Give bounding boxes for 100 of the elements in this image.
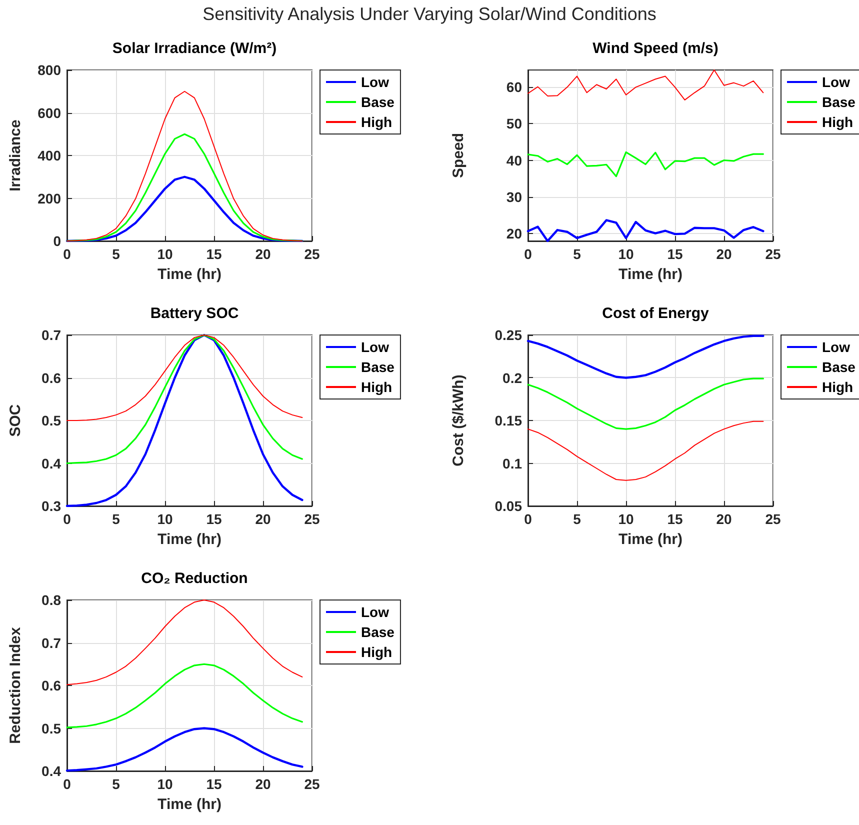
y-tick-label: 0.8 (42, 592, 62, 608)
y-tick-label: 600 (38, 104, 62, 121)
legend-label: Low (822, 74, 850, 90)
y-axis-title: Reduction Index (7, 626, 24, 744)
y-tick-label: 0.4 (42, 763, 62, 779)
line-series (526, 334, 764, 379)
line-series (66, 600, 303, 686)
x-tick-label: 15 (667, 246, 683, 262)
x-tick-label: 5 (112, 246, 120, 262)
x-tick-label: 0 (524, 246, 532, 262)
y-tick-label: 0.7 (42, 327, 62, 343)
x-tick-label: 0 (524, 511, 532, 527)
x-tick-label: 0 (63, 776, 72, 792)
line-series (66, 133, 303, 242)
x-axis-title: Time (hr) (158, 266, 222, 283)
y-tick-label: 0.5 (42, 412, 62, 428)
line-series (527, 151, 764, 178)
y-tick-label: 0.05 (494, 498, 522, 514)
chart-title: CO₂ Reduction (141, 570, 248, 587)
x-axis-title: Time (hr) (618, 531, 682, 548)
y-tick-label: 0 (53, 233, 62, 249)
x-tick-label: 15 (206, 246, 222, 262)
legend-label: Base (822, 94, 856, 110)
x-tick-label: 0 (63, 246, 72, 262)
legend-label: Base (361, 359, 395, 375)
x-tick-label: 10 (157, 511, 173, 527)
x-tick-label: 20 (716, 246, 732, 262)
legend-label: High (822, 379, 854, 395)
line-series (66, 176, 304, 242)
y-axis-title: Cost ($/kWh) (450, 374, 467, 466)
x-tick-label: 5 (112, 511, 120, 527)
y-tick-label: 0.25 (494, 327, 522, 343)
x-tick-label: 20 (255, 511, 271, 527)
line-series (66, 727, 304, 772)
y-tick-label: 20 (506, 225, 522, 242)
y-tick-label: 400 (38, 148, 62, 164)
legend-label: High (361, 114, 392, 130)
x-axis-title: Time (hr) (618, 266, 682, 283)
y-tick-label: 30 (506, 188, 522, 205)
legend-label: Low (361, 604, 390, 620)
x-tick-label: 5 (112, 776, 120, 792)
x-tick-label: 20 (255, 246, 271, 262)
y-tick-label: 0.5 (42, 720, 62, 736)
x-tick-label: 25 (304, 776, 320, 792)
y-axis-title: SOC (7, 404, 24, 437)
x-tick-label: 25 (765, 511, 781, 527)
line-series (66, 334, 303, 421)
x-tick-label: 10 (157, 246, 173, 262)
y-tick-label: 50 (506, 116, 522, 132)
x-tick-label: 15 (667, 511, 683, 527)
y-tick-label: 0.1 (502, 455, 522, 472)
y-tick-label: 200 (38, 190, 62, 206)
x-tick-label: 10 (618, 511, 634, 527)
y-tick-label: 0.4 (42, 455, 62, 472)
y-tick-label: 0.2 (502, 370, 522, 386)
line-series (66, 663, 303, 728)
x-tick-label: 20 (255, 776, 271, 792)
line-series (528, 420, 764, 481)
x-tick-label: 0 (63, 511, 72, 527)
y-tick-label: 0.15 (494, 412, 522, 428)
legend-label: Low (361, 74, 390, 90)
legend-label: Low (361, 339, 390, 355)
legend-label: High (822, 114, 854, 130)
y-tick-label: 60 (506, 79, 522, 96)
x-axis-title: Time (hr) (158, 796, 222, 813)
x-tick-label: 20 (716, 511, 732, 527)
x-tick-label: 5 (573, 511, 582, 527)
x-tick-label: 15 (206, 776, 222, 792)
chart-title: Battery SOC (150, 305, 239, 322)
x-tick-label: 25 (304, 246, 320, 262)
y-tick-label: 40 (506, 152, 522, 168)
y-tick-label: 0.3 (42, 498, 62, 514)
chart-title: Solar Irradiance (W/m²) (112, 40, 277, 57)
x-tick-label: 15 (206, 511, 222, 527)
y-tick-label: 800 (38, 62, 62, 78)
x-tick-label: 5 (573, 246, 582, 262)
legend-label: High (361, 644, 392, 660)
text: Sensitivity Analysis Under Varying Solar/Wind Conditions (202, 4, 658, 25)
legend-label: Base (822, 359, 856, 375)
legend-label: Low (822, 339, 850, 355)
y-tick-label: 0.6 (42, 678, 62, 694)
line-series (527, 378, 764, 430)
x-axis-title: Time (hr) (158, 531, 222, 548)
line-series (528, 70, 764, 100)
line-series (526, 219, 764, 242)
legend-label: Base (361, 94, 395, 110)
legend-label: High (361, 379, 392, 395)
y-tick-label: 0.6 (42, 370, 62, 386)
x-tick-label: 10 (157, 776, 173, 792)
y-tick-label: 0.7 (42, 634, 62, 651)
chart-title: Cost of Energy (602, 305, 710, 322)
line-series (66, 90, 303, 242)
chart-title: Wind Speed (m/s) (592, 40, 718, 57)
x-tick-label: 25 (304, 511, 320, 527)
y-axis-title: Irradiance (7, 120, 24, 192)
y-axis-title: Speed (450, 132, 467, 178)
line-series (66, 334, 303, 464)
x-tick-label: 25 (765, 246, 781, 262)
x-tick-label: 10 (618, 246, 634, 262)
legend-label: Base (361, 624, 395, 640)
